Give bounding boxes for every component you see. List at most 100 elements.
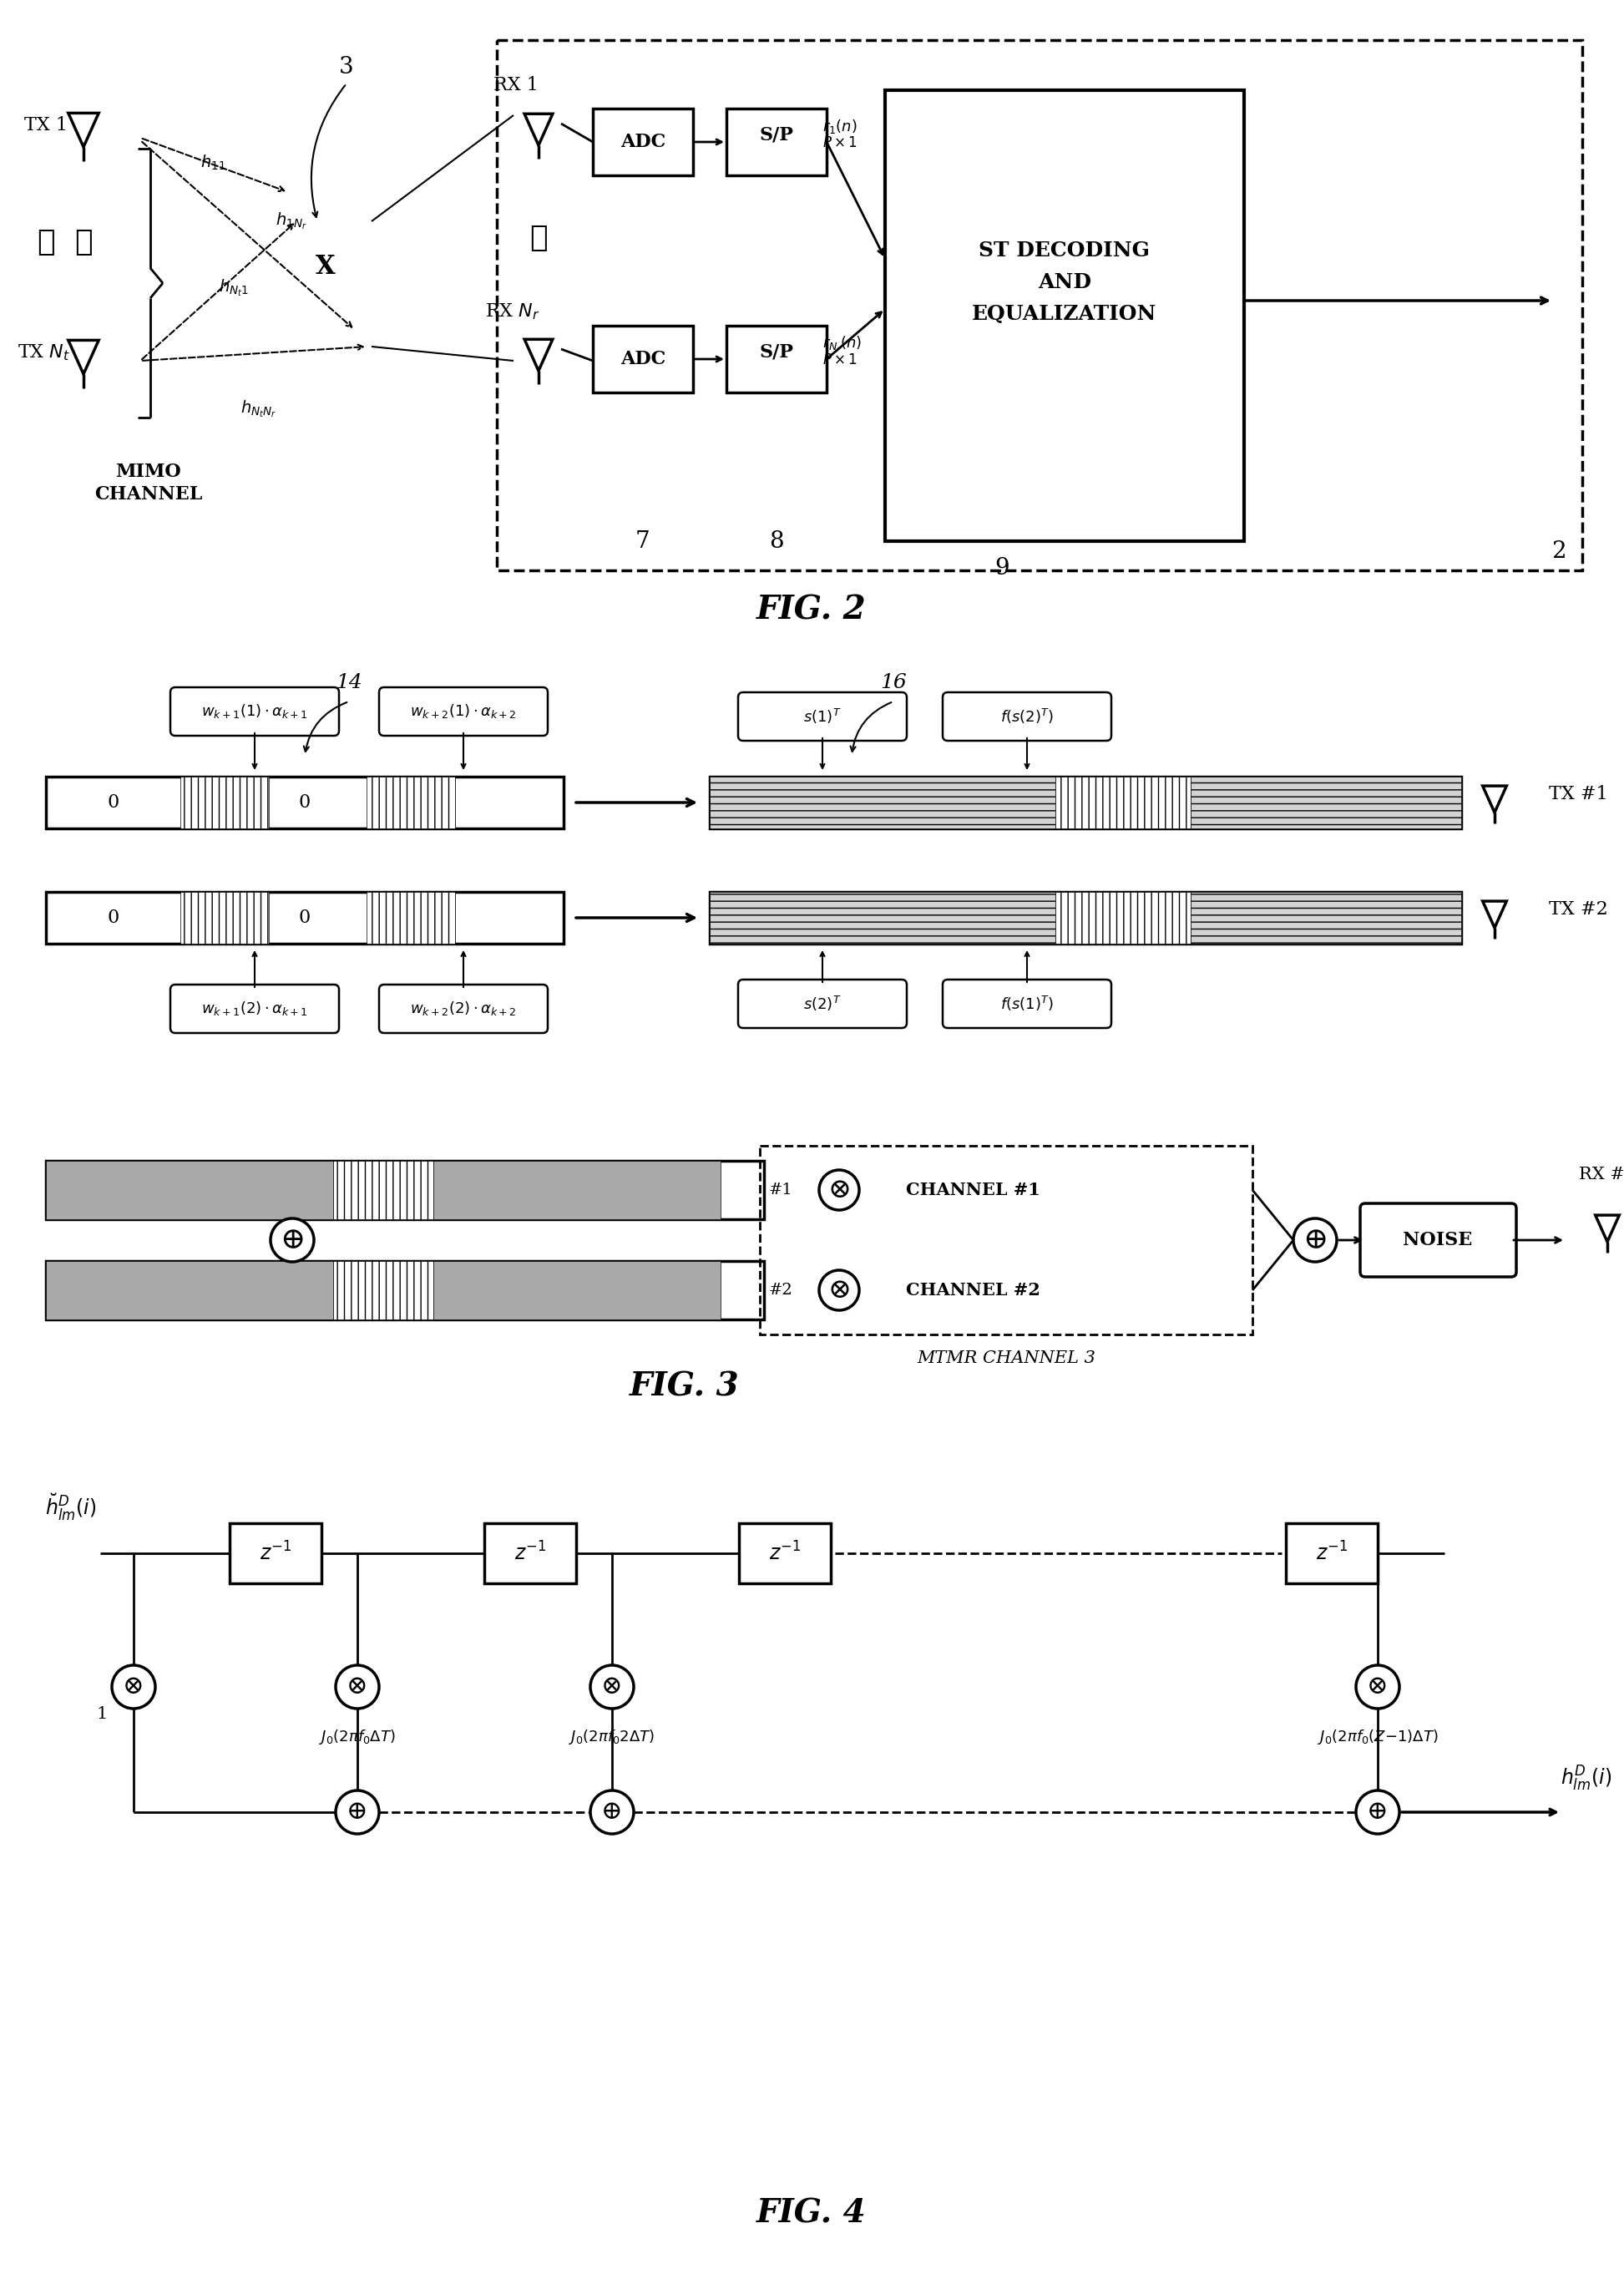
Bar <box>885 89 1244 540</box>
Text: ⊗: ⊗ <box>828 1177 851 1204</box>
Circle shape <box>271 1218 313 1261</box>
Text: ⋮: ⋮ <box>529 224 547 252</box>
Text: 0: 0 <box>107 909 119 927</box>
Text: $r_1(n)$: $r_1(n)$ <box>822 119 857 135</box>
Text: $h_{11}$: $h_{11}$ <box>200 153 226 172</box>
Text: RX $N_r$: RX $N_r$ <box>486 302 541 320</box>
FancyBboxPatch shape <box>942 980 1111 1028</box>
Text: ⊕: ⊕ <box>601 1799 622 1824</box>
Text: $r_{N_r}(n)$: $r_{N_r}(n)$ <box>822 334 862 355</box>
Text: ADC: ADC <box>620 350 666 369</box>
Text: $J_0(2\pi f_0\Delta T)$: $J_0(2\pi f_0\Delta T)$ <box>318 1728 396 1747</box>
Bar <box>229 1522 322 1584</box>
Text: FIG. 3: FIG. 3 <box>630 1371 739 1403</box>
Text: 0: 0 <box>299 794 310 813</box>
FancyBboxPatch shape <box>942 691 1111 742</box>
Text: 1: 1 <box>96 1705 107 1721</box>
Text: ⊗: ⊗ <box>601 1673 622 1701</box>
Text: $P\times1$: $P\times1$ <box>822 137 857 151</box>
Bar <box>710 776 1056 829</box>
Text: EQUALIZATION: EQUALIZATION <box>973 304 1156 325</box>
Text: ⊕: ⊕ <box>346 1799 369 1824</box>
Bar <box>367 776 455 829</box>
Text: $w_{k+2}(1)\cdot\alpha_{k+2}$: $w_{k+2}(1)\cdot\alpha_{k+2}$ <box>411 703 516 721</box>
Text: NOISE: NOISE <box>1403 1231 1473 1250</box>
Text: 0: 0 <box>299 909 310 927</box>
Bar <box>497 41 1582 570</box>
Text: $w_{k+1}(1)\cdot\alpha_{k+1}$: $w_{k+1}(1)\cdot\alpha_{k+1}$ <box>201 703 309 721</box>
FancyBboxPatch shape <box>171 687 339 735</box>
Circle shape <box>818 1170 859 1211</box>
Text: RX 1: RX 1 <box>494 76 539 94</box>
Circle shape <box>1356 1790 1400 1833</box>
Text: ⊕: ⊕ <box>1367 1799 1389 1824</box>
Text: $h_{N_t1}$: $h_{N_t1}$ <box>219 277 248 298</box>
Text: ⊕: ⊕ <box>279 1227 305 1254</box>
Bar <box>333 1161 434 1220</box>
Text: 8: 8 <box>770 529 784 552</box>
Text: ⊕: ⊕ <box>1302 1227 1328 1254</box>
Bar <box>726 325 827 391</box>
Bar <box>45 893 564 943</box>
Text: ⋮: ⋮ <box>75 229 93 256</box>
Bar <box>45 1161 333 1220</box>
Text: ⊗: ⊗ <box>1367 1673 1389 1701</box>
Text: TX $N_t$: TX $N_t$ <box>18 343 70 362</box>
Text: 0: 0 <box>107 794 119 813</box>
Text: MIMO: MIMO <box>115 462 182 481</box>
Bar <box>739 1522 831 1584</box>
Text: ADC: ADC <box>620 133 666 151</box>
Text: $P\times1$: $P\times1$ <box>822 355 857 369</box>
Bar <box>367 893 455 943</box>
Text: $f(s(2)^T)$: $f(s(2)^T)$ <box>1000 707 1054 726</box>
Bar <box>45 1261 333 1318</box>
Text: 16: 16 <box>880 673 906 694</box>
Bar <box>1286 1522 1377 1584</box>
Text: CHANNEL #2: CHANNEL #2 <box>906 1282 1039 1298</box>
Bar <box>710 893 1056 943</box>
Circle shape <box>590 1664 633 1708</box>
Text: S/P: S/P <box>760 126 794 144</box>
Text: $z^{-1}$: $z^{-1}$ <box>1315 1543 1348 1566</box>
FancyBboxPatch shape <box>1361 1204 1517 1277</box>
Circle shape <box>590 1790 633 1833</box>
Text: TX #1: TX #1 <box>1549 785 1608 803</box>
Text: 7: 7 <box>635 529 650 552</box>
Text: $h_{1N_r}$: $h_{1N_r}$ <box>276 211 307 231</box>
Text: 2: 2 <box>1551 540 1566 563</box>
Text: 3: 3 <box>339 55 354 78</box>
Bar <box>180 893 268 943</box>
Circle shape <box>818 1270 859 1309</box>
Bar <box>726 108 827 176</box>
Text: $z^{-1}$: $z^{-1}$ <box>768 1543 801 1566</box>
Text: #2: #2 <box>768 1282 793 1298</box>
Bar <box>484 1522 577 1584</box>
Text: ⊗: ⊗ <box>828 1277 851 1305</box>
Text: X: X <box>315 254 336 279</box>
Text: TX #2: TX #2 <box>1549 900 1608 918</box>
FancyBboxPatch shape <box>378 984 547 1032</box>
Text: $w_{k+2}(2)\cdot\alpha_{k+2}$: $w_{k+2}(2)\cdot\alpha_{k+2}$ <box>411 1000 516 1019</box>
Text: 14: 14 <box>336 673 362 694</box>
Text: ⊗: ⊗ <box>123 1673 145 1701</box>
Text: $J_0(2\pi f_0(Z{-}1)\Delta T)$: $J_0(2\pi f_0(Z{-}1)\Delta T)$ <box>1317 1728 1439 1747</box>
Text: $z^{-1}$: $z^{-1}$ <box>260 1543 292 1566</box>
Circle shape <box>336 1664 378 1708</box>
Text: ⊗: ⊗ <box>346 1673 369 1701</box>
Text: FIG. 4: FIG. 4 <box>757 2197 867 2229</box>
FancyBboxPatch shape <box>737 980 906 1028</box>
Text: $w_{k+1}(2)\cdot\alpha_{k+1}$: $w_{k+1}(2)\cdot\alpha_{k+1}$ <box>201 1000 309 1019</box>
Text: $h^D_{lm}(i)$: $h^D_{lm}(i)$ <box>1561 1765 1613 1792</box>
Text: $J_0(2\pi f_0 2\Delta T)$: $J_0(2\pi f_0 2\Delta T)$ <box>568 1728 654 1747</box>
Bar <box>1056 776 1190 829</box>
Text: TX 1: TX 1 <box>24 117 68 135</box>
Circle shape <box>336 1790 378 1833</box>
Text: $s(1)^T$: $s(1)^T$ <box>804 707 841 726</box>
Bar <box>45 1261 763 1318</box>
Text: MTMR CHANNEL 3: MTMR CHANNEL 3 <box>918 1351 1096 1367</box>
Bar <box>1190 776 1462 829</box>
Text: ST DECODING: ST DECODING <box>979 240 1150 261</box>
Text: S/P: S/P <box>760 343 794 362</box>
Circle shape <box>1356 1664 1400 1708</box>
Bar <box>1190 893 1462 943</box>
